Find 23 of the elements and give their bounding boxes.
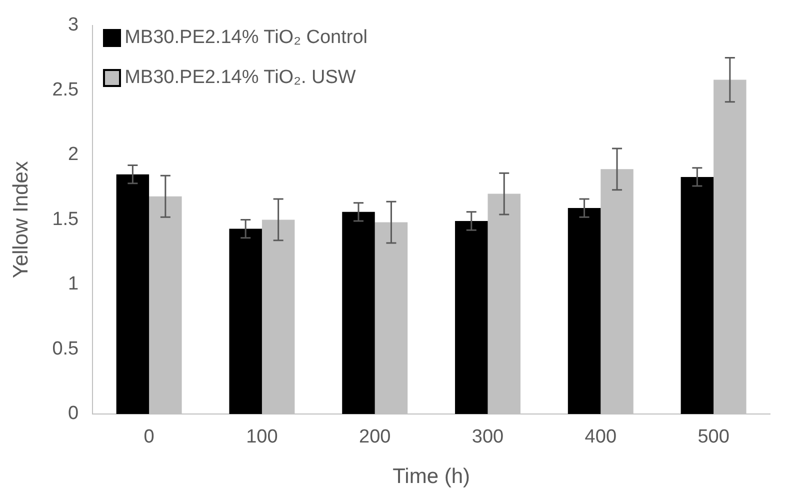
x-tick-label: 300	[472, 426, 504, 448]
y-tick-label: 0	[68, 403, 79, 424]
y-tick-label: 1.5	[52, 208, 79, 230]
bar	[229, 228, 262, 414]
y-tick-label: 2.5	[52, 79, 79, 100]
x-tick-label: 200	[359, 426, 391, 448]
x-tick-label: 0	[144, 426, 154, 448]
bar	[568, 208, 601, 414]
x-tick-label: 400	[584, 426, 617, 448]
bar	[116, 174, 150, 414]
x-tick-label: 100	[246, 426, 278, 448]
bar	[342, 212, 375, 414]
y-tick-label: 3	[68, 14, 79, 36]
bar	[455, 220, 488, 414]
x-axis-title: Time (h)	[392, 465, 470, 488]
bar	[680, 176, 714, 414]
y-tick-label: 1	[68, 274, 79, 295]
y-axis-title: Yellow Index	[9, 160, 32, 278]
y-tick-label: 0.5	[52, 338, 79, 360]
x-tick-label: 500	[698, 426, 730, 448]
legend-label: MB30.PE2.14% TiO₂ Control	[124, 27, 368, 50]
y-tick-label: 2	[68, 144, 79, 166]
legend-label: MB30.PE2.14% TiO₂. USW	[124, 67, 356, 90]
